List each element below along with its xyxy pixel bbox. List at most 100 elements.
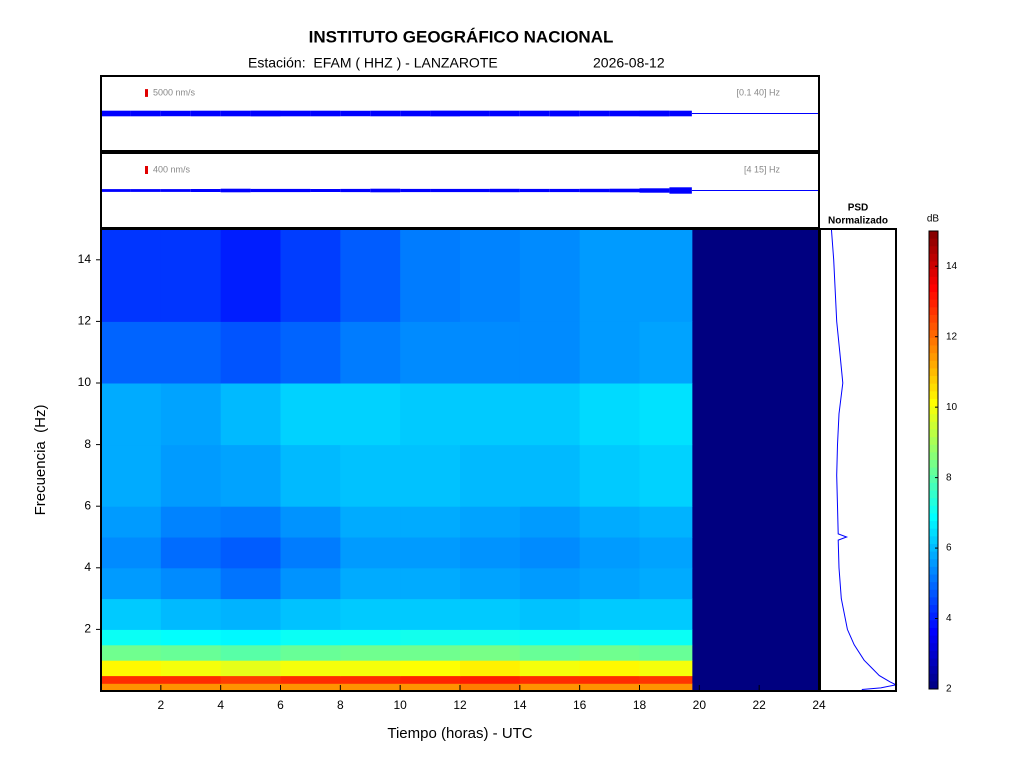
trace-envelope	[400, 110, 431, 117]
spectrogram-cell	[340, 644, 401, 661]
spectrogram-cell	[340, 229, 401, 322]
spectrogram-cell	[639, 660, 693, 677]
panel-frame	[100, 75, 820, 152]
spectrogram-cell	[639, 229, 693, 322]
spectrogram-cell	[460, 444, 521, 507]
colorbar-step	[929, 543, 938, 553]
colorbar-step	[929, 452, 938, 461]
spectrogram-cell	[579, 644, 640, 661]
trace-envelope	[190, 189, 221, 192]
spectrogram-cell	[400, 644, 461, 661]
trace-envelope	[549, 188, 580, 193]
spectrogram-cell	[280, 229, 341, 322]
x-tick-label: 2	[157, 698, 164, 712]
spectrogram-cell	[639, 644, 693, 661]
spectrogram-cell	[340, 321, 401, 384]
spectrogram-cell	[579, 567, 640, 600]
x-tick-label: 4	[217, 698, 224, 712]
spectrogram-cell	[460, 644, 521, 661]
x-tick-label: 8	[337, 698, 344, 712]
spectrogram-cell	[101, 683, 162, 692]
spectrogram-cell	[101, 229, 162, 322]
spectrogram-cell	[460, 683, 521, 692]
spectrogram-cell	[220, 506, 281, 538]
spectrogram-cell	[639, 567, 693, 600]
trace-envelope	[691, 190, 819, 191]
spectrogram-cell	[400, 660, 461, 677]
trace-envelope	[609, 110, 640, 117]
colorbar-step	[929, 421, 938, 430]
colorbar-tick-label: 8	[946, 472, 952, 483]
colorbar-step	[929, 444, 938, 453]
spectrogram-cell	[340, 660, 401, 677]
trace-envelope	[691, 113, 819, 114]
y-tick-label: 6	[84, 498, 91, 512]
spectrogram-cell	[639, 321, 693, 384]
y-tick-label: 10	[78, 375, 92, 389]
spectrogram-cell	[160, 629, 222, 646]
colorbar-step	[929, 261, 938, 270]
spectrogram-cell	[280, 321, 341, 384]
colorbar-step	[929, 505, 938, 514]
colorbar-step	[929, 597, 938, 606]
spectrogram-cell	[639, 383, 693, 446]
scale-bar	[145, 89, 148, 97]
spectrogram-cell	[160, 229, 222, 322]
y-tick-label: 12	[78, 314, 92, 328]
spectrogram-cell	[519, 567, 581, 600]
y-axis-label: Frecuencia (Hz)	[32, 405, 49, 516]
spectrogram-cell	[400, 537, 461, 569]
colorbar-step	[929, 406, 938, 415]
trace-envelope	[220, 188, 251, 193]
colorbar-step	[929, 612, 938, 621]
spectrogram-cell	[340, 444, 401, 507]
spectrogram-cell	[519, 644, 581, 661]
spectrogram-cell	[280, 444, 341, 507]
colorbar-step	[929, 658, 938, 667]
colorbar-tick-label: 10	[946, 402, 958, 413]
spectrogram-cell	[579, 683, 640, 692]
x-tick-label: 22	[752, 698, 766, 712]
colorbar-step	[929, 414, 938, 423]
colorbar-step	[929, 513, 938, 522]
spectrogram-cell	[639, 683, 693, 692]
spectrogram-cell	[400, 229, 461, 322]
spectrogram-cell	[160, 644, 222, 661]
spectrogram-cell	[101, 629, 162, 646]
trace-envelope	[609, 188, 640, 193]
trace-envelope	[400, 188, 431, 193]
spectrogram-cell	[160, 506, 222, 538]
trace-envelope	[340, 188, 371, 193]
spectrogram-cell	[519, 537, 581, 569]
colorbar-step	[929, 521, 938, 530]
trace-envelope	[370, 110, 401, 117]
psd-line	[830, 228, 898, 690]
psd-frame	[819, 228, 897, 692]
spectrogram-cell	[639, 629, 693, 646]
trace-envelope	[220, 110, 251, 117]
spectrogram-cell	[101, 444, 162, 507]
spectrogram-cell	[400, 567, 461, 600]
spectrogram-cell	[220, 629, 281, 646]
colorbar-label: dB	[927, 214, 940, 225]
colorbar-step	[929, 681, 938, 690]
spectrogram-cell	[220, 229, 281, 322]
spectrogram-cell	[400, 629, 461, 646]
y-tick-label: 2	[84, 622, 91, 636]
colorbar-step	[929, 368, 938, 377]
spectrogram-cell	[400, 383, 461, 446]
colorbar-step	[929, 322, 938, 331]
spectrogram-cell	[579, 229, 640, 322]
colorbar-step	[929, 460, 938, 469]
trace-envelope	[280, 110, 311, 117]
spectrogram-cell	[220, 675, 281, 684]
band-label: [4 15] Hz	[744, 164, 781, 174]
colorbar-step	[929, 566, 938, 575]
colorbar-tick-label: 4	[946, 613, 952, 624]
x-tick-label: 14	[513, 698, 527, 712]
spectrogram-cell	[460, 321, 521, 384]
colorbar-step	[929, 383, 938, 392]
x-tick-label: 16	[573, 698, 587, 712]
colorbar-step	[929, 673, 938, 682]
colorbar-step	[929, 398, 938, 408]
